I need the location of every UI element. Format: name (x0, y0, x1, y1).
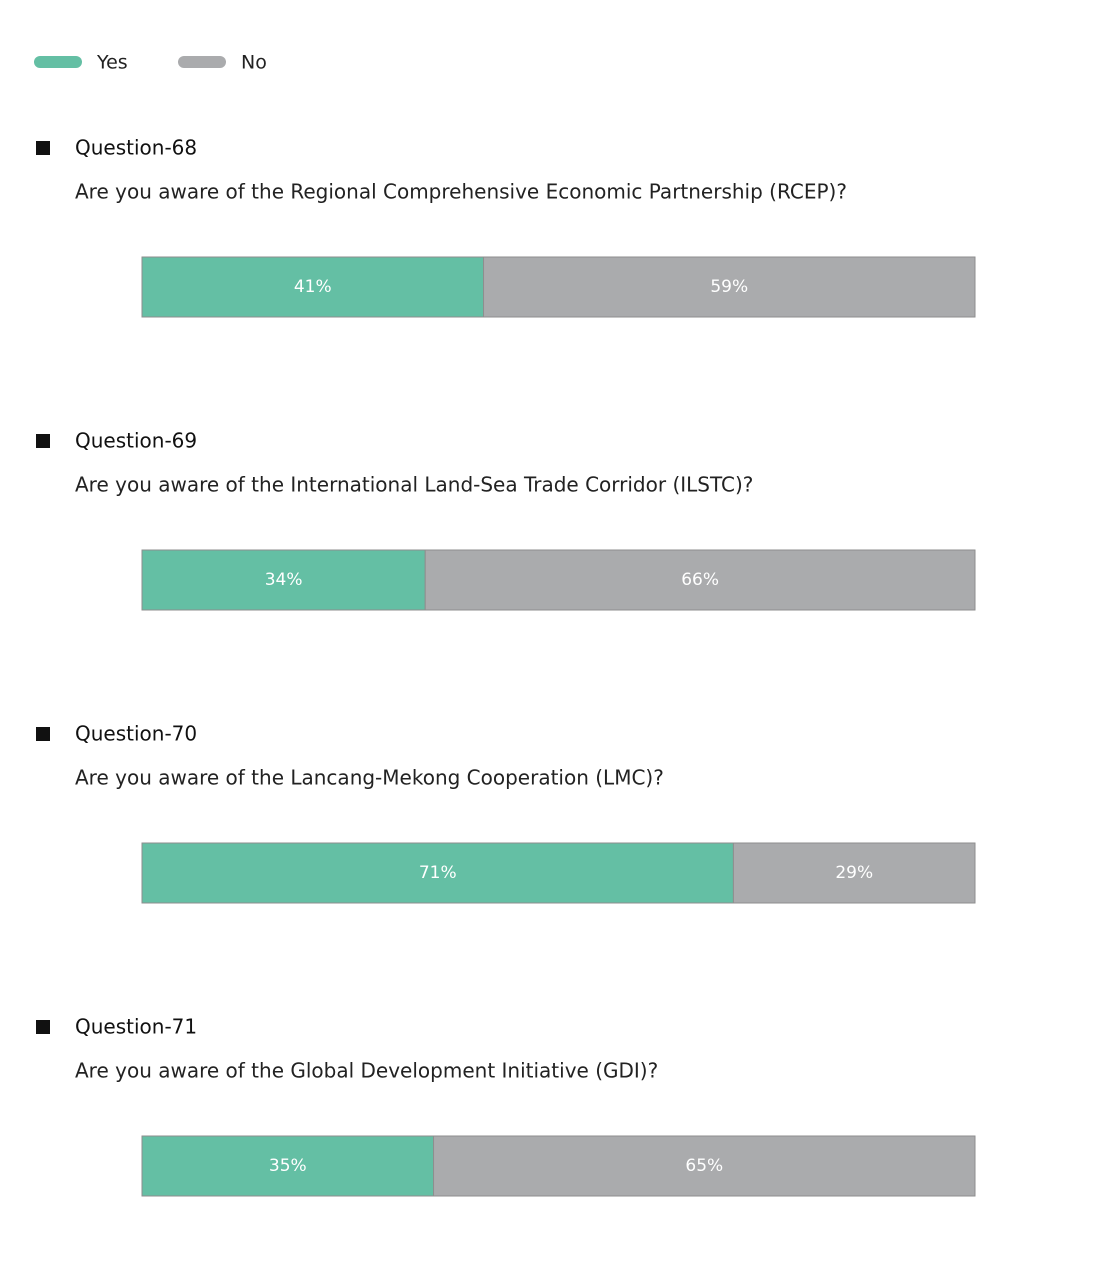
question-text: Are you aware of the Lancang-Mekong Coop… (75, 766, 664, 790)
value-label: 35% (269, 1156, 307, 1176)
question-text: Are you aware of the International Land-… (75, 473, 753, 497)
bullet (36, 141, 50, 155)
bullet (36, 1020, 50, 1034)
legend-swatch (178, 56, 226, 68)
bar-segment (141, 256, 485, 318)
value-label: 34% (265, 570, 303, 590)
legend-label: No (241, 52, 267, 74)
value-label: 41% (294, 277, 332, 297)
bar-segment (424, 549, 976, 611)
bar-segment (141, 1135, 435, 1197)
question-title: Question-69 (75, 429, 197, 453)
bar-segment (141, 842, 734, 904)
value-label: 29% (835, 863, 873, 883)
question-text: Are you aware of the Global Development … (75, 1059, 658, 1083)
legend-label: Yes (96, 52, 128, 74)
bar-segment (483, 256, 976, 318)
value-label: 65% (685, 1156, 723, 1176)
legend-swatch (34, 56, 82, 68)
value-label: 66% (681, 570, 719, 590)
question-title: Question-71 (75, 1015, 197, 1039)
bullet (36, 434, 50, 448)
bullet (36, 727, 50, 741)
question-title: Question-70 (75, 722, 197, 746)
bar-segment (732, 842, 976, 904)
bar-segment (141, 549, 426, 611)
question-text: Are you aware of the Regional Comprehens… (75, 180, 847, 204)
value-label: 59% (710, 277, 748, 297)
bar-segment (433, 1135, 976, 1197)
value-label: 71% (419, 863, 457, 883)
question-title: Question-68 (75, 136, 197, 160)
